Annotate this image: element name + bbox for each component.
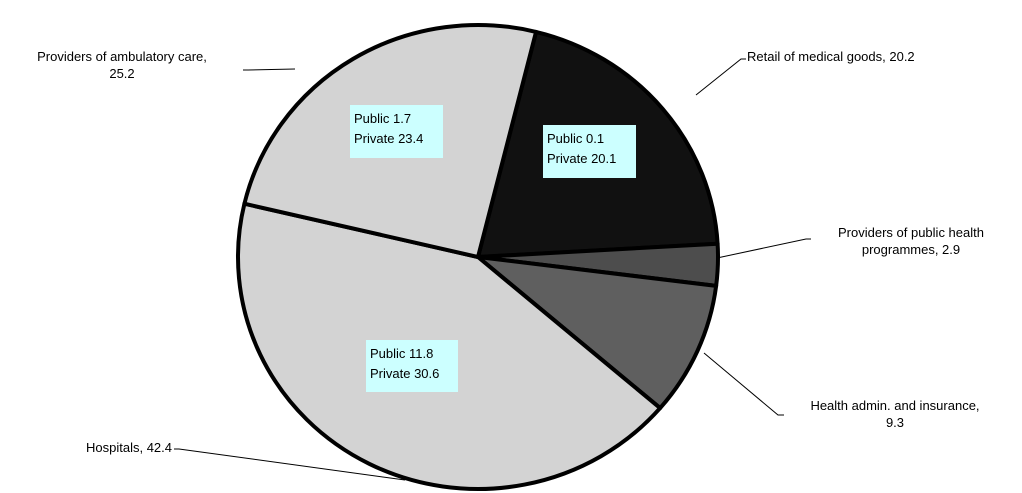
leader-line-hospitals — [174, 448, 406, 481]
slice-label-health-admin-and-insurance: Health admin. and insurance, 9.3 — [810, 398, 979, 430]
breakdown-text: Public 1.7 Private 23.4 — [354, 111, 423, 146]
breakdown-text: Public 0.1 Private 20.1 — [547, 131, 616, 166]
breakdown-box-hospitals: Public 11.8 Private 30.6 — [366, 340, 458, 392]
breakdown-box-retail-of-medical-goods: Public 0.1 Private 20.1 — [543, 125, 636, 178]
breakdown-text: Public 11.8 Private 30.6 — [370, 346, 439, 381]
leader-line-providers-of-ambulatory-care — [243, 68, 296, 71]
breakdown-box-bg — [543, 125, 636, 178]
breakdown-box-providers-of-ambulatory-care: Public 1.7 Private 23.4 — [350, 105, 443, 158]
slice-label-providers-of-public-health-programmes: Providers of public health programmes, 2.… — [838, 225, 984, 257]
slice-label-retail-of-medical-goods: Retail of medical goods, 20.2 — [747, 49, 915, 64]
leader-lines — [174, 58, 811, 481]
breakdown-boxes: Public 0.1 Private 20.1 Public 11.8 Private… — [350, 105, 636, 392]
leader-line-providers-of-public-health-programmes — [716, 238, 811, 259]
leader-line-health-admin-and-insurance — [703, 352, 784, 416]
slice-label-providers-of-ambulatory-care: Providers of ambulatory care, 25.2 — [37, 49, 207, 81]
slice-labels: Retail of medical goods, 20.2 Providers o… — [37, 49, 984, 455]
breakdown-box-bg — [350, 105, 443, 158]
slice-label-hospitals: Hospitals, 42.4 — [86, 440, 172, 455]
pie-slices — [236, 23, 720, 491]
leader-line-retail-of-medical-goods — [695, 58, 746, 96]
breakdown-box-bg — [366, 340, 458, 392]
pie-slice-health-admin-and-insurance — [476, 255, 719, 411]
